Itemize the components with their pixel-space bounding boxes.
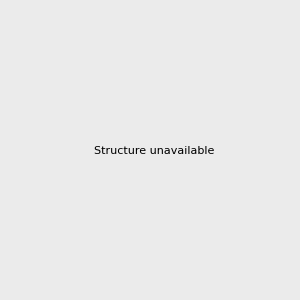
Text: Structure unavailable: Structure unavailable bbox=[94, 146, 214, 157]
